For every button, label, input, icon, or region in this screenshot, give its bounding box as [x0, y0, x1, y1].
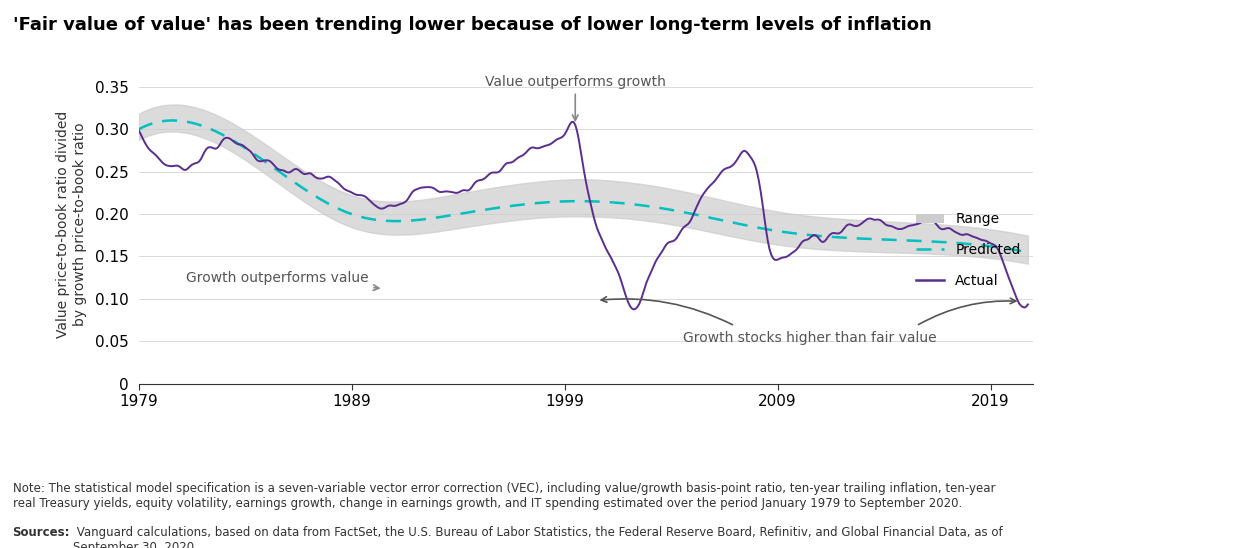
Predicted: [1021, 249, 1036, 255]
Text: Note: The statistical model specification is a seven-variable vector error corre: Note: The statistical model specificatio…: [13, 482, 995, 510]
Text: Sources:: Sources:: [13, 526, 71, 539]
Text: 'Fair value of value' has been trending lower because of lower long-term levels : 'Fair value of value' has been trending …: [13, 16, 931, 35]
Actual: [553, 134, 568, 141]
Predicted: [131, 126, 146, 133]
Line: Actual: Actual: [139, 122, 1028, 310]
Actual: [863, 215, 878, 222]
Actual: [1003, 278, 1018, 284]
Actual: [558, 128, 573, 135]
Actual: [131, 127, 146, 133]
Predicted: [556, 198, 571, 205]
Actual: [664, 238, 679, 245]
Predicted: [662, 206, 677, 213]
Predicted: [561, 198, 576, 204]
Y-axis label: Value price-to-book ratio divided
by growth price-to-book ratio: Value price-to-book ratio divided by gro…: [57, 111, 87, 338]
Text: Vanguard calculations, based on data from FactSet, the U.S. Bureau of Labor Stat: Vanguard calculations, based on data fro…: [73, 526, 1003, 548]
Predicted: [862, 236, 877, 242]
Actual: [566, 118, 581, 125]
Predicted: [614, 200, 629, 207]
Text: Value outperforms growth: Value outperforms growth: [485, 75, 665, 121]
Text: Growth outperforms value: Growth outperforms value: [185, 271, 379, 290]
Actual: [614, 279, 629, 286]
Actual: [626, 306, 641, 313]
Text: Growth stocks higher than fair value: Growth stocks higher than fair value: [683, 331, 936, 345]
Actual: [1021, 301, 1036, 308]
Predicted: [1000, 246, 1016, 252]
Predicted: [165, 117, 180, 124]
Legend: Range, Predicted, Actual: Range, Predicted, Actual: [911, 207, 1026, 293]
Line: Predicted: Predicted: [139, 121, 1028, 252]
